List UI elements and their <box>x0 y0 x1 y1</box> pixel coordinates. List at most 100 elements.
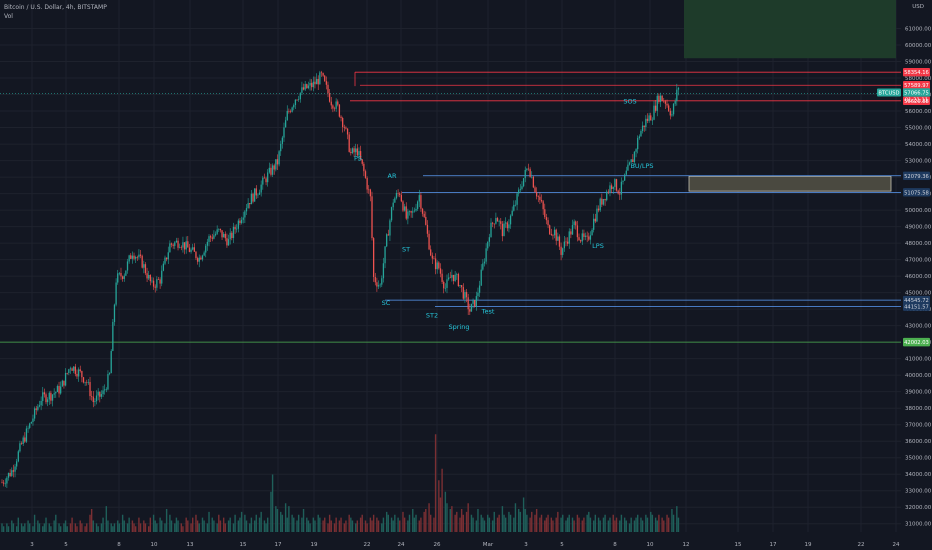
candle-body <box>283 127 285 138</box>
symbol-title[interactable]: Bitcoin / U.S. Dollar, 4h, BITSTAMP <box>4 4 107 11</box>
volume-bar <box>219 520 222 532</box>
candle-body <box>645 118 647 128</box>
candle-body <box>379 284 381 286</box>
volume-bar <box>441 468 443 532</box>
time-axis[interactable]: 3 5 8 10 13 15 17 19 22 24 26 Mar 3 5 8 10 12 15 17 19 22 24 <box>0 534 932 550</box>
volume-bar <box>348 514 350 532</box>
volume-bar <box>462 514 464 532</box>
annotation-label: BU/LPS <box>630 162 653 170</box>
candle-body <box>612 186 614 189</box>
candle-body <box>485 248 487 262</box>
candle-body <box>257 194 259 196</box>
candle-body <box>289 111 292 113</box>
price-tick-label: 40000.00 <box>905 373 932 379</box>
volume-bar <box>249 523 251 532</box>
candle-body <box>38 405 41 407</box>
candle-body <box>121 276 124 279</box>
candle-body <box>216 229 218 234</box>
candle-body <box>374 277 376 283</box>
candle-body <box>580 240 582 242</box>
volume-bar <box>170 520 173 532</box>
candle-body <box>451 274 453 278</box>
volume-bar <box>198 523 200 532</box>
candle-body <box>575 221 577 226</box>
volume-bar <box>175 517 178 532</box>
candle-body <box>37 406 39 410</box>
candle-body <box>86 381 88 383</box>
candle-body <box>423 213 425 217</box>
volume-bar <box>123 520 125 532</box>
candle-body <box>17 451 19 462</box>
candle-body <box>245 208 248 212</box>
candle-body <box>403 206 406 211</box>
horizontal-levels[interactable] <box>0 71 901 343</box>
volume-bar <box>102 517 104 532</box>
price-tick-label: 54000.00 <box>905 142 932 148</box>
candle-body <box>2 482 5 484</box>
candle-body <box>42 392 44 401</box>
candle-body <box>340 116 342 119</box>
volume-bar <box>280 511 282 532</box>
volume-bar <box>592 520 595 532</box>
candle-body <box>464 292 466 299</box>
candle-body <box>506 222 508 229</box>
level-price-tag-bg <box>903 302 930 311</box>
volume-bar <box>547 514 549 532</box>
candle-body <box>102 390 104 395</box>
candle-body <box>505 222 507 224</box>
candle-body <box>7 472 10 478</box>
candle-body <box>304 84 306 90</box>
time-tick-label: 5 <box>560 542 564 548</box>
candle-body <box>118 272 121 274</box>
volume-bar <box>402 511 404 532</box>
candle-body <box>496 218 499 222</box>
candle-body <box>24 437 26 442</box>
candle-body <box>552 235 554 236</box>
level-price-tag-bg <box>903 295 930 305</box>
volume-bar <box>449 509 451 532</box>
candle-body <box>58 386 60 394</box>
candle-body <box>565 241 567 243</box>
volume-bar <box>504 517 507 532</box>
candle-body <box>258 192 261 195</box>
volume-bar <box>265 523 267 532</box>
candle-body <box>9 472 11 476</box>
price-tick-label: 50000.00 <box>905 208 932 214</box>
volume-bar <box>571 517 574 532</box>
volume-bar <box>459 517 461 532</box>
volume-bar <box>654 517 657 532</box>
volume-bar <box>415 514 417 532</box>
volume-bar <box>50 526 52 532</box>
candle-body <box>226 238 228 246</box>
volume-bar <box>159 517 161 532</box>
time-tick-label: 15 <box>240 542 247 548</box>
volume-bar <box>376 517 378 532</box>
volume-bar <box>216 523 218 532</box>
volume-bar <box>144 523 147 532</box>
candle-body <box>674 101 676 104</box>
candle-body <box>549 225 551 234</box>
volume-bar <box>514 503 517 532</box>
volume-bar <box>211 517 213 532</box>
candle-body <box>519 188 521 190</box>
volume-bar <box>535 509 538 532</box>
candle-body <box>593 218 595 230</box>
volume-bar <box>154 520 156 532</box>
candle-body <box>663 100 665 102</box>
volume-bar <box>309 523 311 532</box>
candle-body <box>431 255 433 259</box>
candle-body <box>356 148 358 156</box>
candle-body <box>516 193 518 205</box>
candle-body <box>139 254 142 256</box>
volume-bar <box>552 520 554 532</box>
wyckoff-annotations: PS AR SC ST ST2 Spring Test LPS BU/LPS SOS <box>354 98 654 331</box>
candle-body <box>196 258 199 262</box>
volume-label: Vol <box>4 13 13 20</box>
volume-bar <box>640 517 642 532</box>
volume-bar <box>351 520 354 532</box>
candle-body <box>117 273 119 283</box>
candle-body <box>558 236 561 247</box>
volume-bar <box>565 520 567 532</box>
candle-body <box>436 262 438 270</box>
